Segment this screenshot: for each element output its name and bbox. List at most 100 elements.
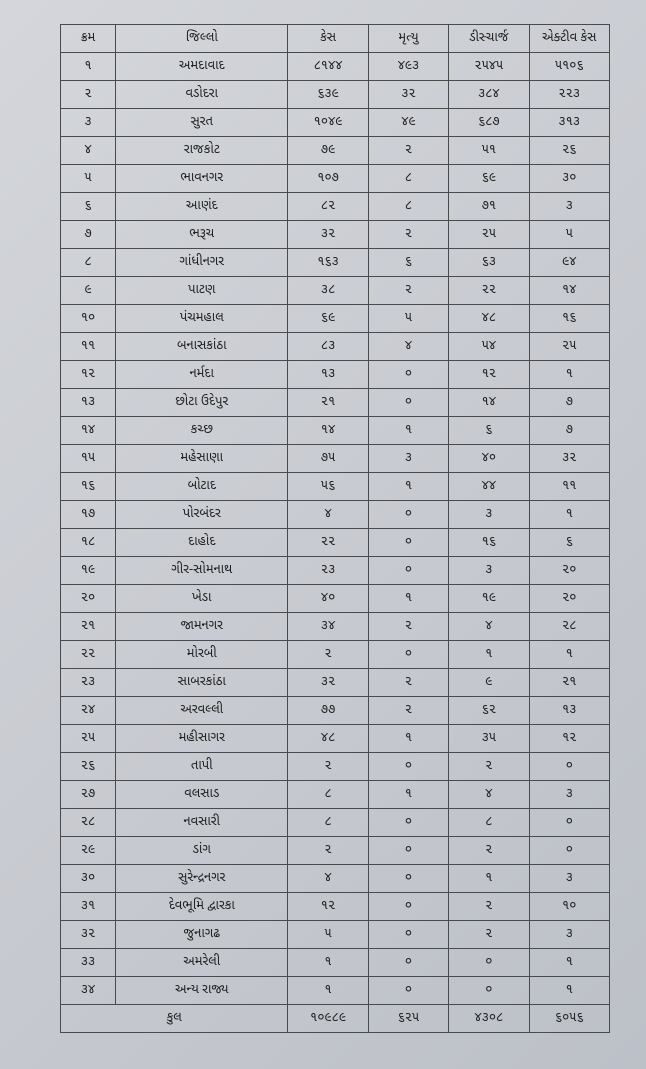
table-row: ૧૩છોટા ઉદેપુર૨૧૦૧૪૭ (61, 389, 610, 417)
cell-district: છોટા ઉદેપુર (116, 389, 288, 417)
cell-value: ૩ (529, 921, 609, 949)
cell-district: અમદાવાદ (116, 53, 288, 81)
cell-value: ૪૯૩ (368, 53, 448, 81)
cell-value: ૨ (368, 221, 448, 249)
table-body: ૧અમદાવાદ૮૧૪૪૪૯૩૨૫૪૫૫૧૦૬૨વડોદરા૬૩૯૩૨૩૮૪૨૨… (61, 53, 610, 1005)
cell-sr: ૭ (61, 221, 116, 249)
cell-value: ૧ (368, 725, 448, 753)
cell-value: ૨ (368, 137, 448, 165)
cell-district: રાજકોટ (116, 137, 288, 165)
col-active: એક્ટીવ કેસ (529, 25, 609, 53)
cell-district: સુરત (116, 109, 288, 137)
cell-value: ૧૨ (449, 361, 529, 389)
cell-value: ૧૩ (288, 361, 368, 389)
cell-value: ૯ (449, 669, 529, 697)
cell-value: ૪૪ (449, 473, 529, 501)
cell-value: ૨૨ (288, 529, 368, 557)
cell-value: ૧ (288, 949, 368, 977)
cell-sr: ૨૫ (61, 725, 116, 753)
cell-sr: ૩૪ (61, 977, 116, 1005)
cell-value: ૬ (529, 529, 609, 557)
cell-district: ખેડા (116, 585, 288, 613)
cell-value: ૧૯ (449, 585, 529, 613)
cell-value: ૩૨ (288, 221, 368, 249)
cell-value: ૮૩ (288, 333, 368, 361)
cell-district: વડોદરા (116, 81, 288, 109)
cell-sr: ૨૧ (61, 613, 116, 641)
cell-value: ૫૧૦૬ (529, 53, 609, 81)
cell-value: ૮ (288, 809, 368, 837)
cell-value: ૪ (288, 501, 368, 529)
cell-value: ૪ (288, 865, 368, 893)
cell-value: ૧ (288, 977, 368, 1005)
cell-district: ભરૂચ (116, 221, 288, 249)
cell-sr: ૧૬ (61, 473, 116, 501)
cell-value: ૧૧ (529, 473, 609, 501)
cell-value: ૫૧ (449, 137, 529, 165)
table-row: ૧૯ગીર-સોમનાથ૨૩૦૩૨૦ (61, 557, 610, 585)
cell-value: ૨ (368, 277, 448, 305)
cell-district: જુનાગઢ (116, 921, 288, 949)
cell-value: ૨ (368, 669, 448, 697)
cell-sr: ૧૪ (61, 417, 116, 445)
table-footer: કુલ ૧૦૯૮૯ ૬૨૫ ૪૩૦૮ ૬૦૫૬ (61, 1005, 610, 1033)
cell-sr: ૨૨ (61, 641, 116, 669)
cell-district: નવસારી (116, 809, 288, 837)
cell-value: ૨૩ (288, 557, 368, 585)
cell-value: ૭૭ (288, 697, 368, 725)
cell-value: ૩૪ (288, 613, 368, 641)
cell-value: ૩૫ (449, 725, 529, 753)
table-row: ૧૬બોટાદ૫૬૧૪૪૧૧ (61, 473, 610, 501)
cell-value: ૬ (449, 417, 529, 445)
table-row: ૧૪કચ્છ૧૪૧૬૭ (61, 417, 610, 445)
cell-value: ૦ (368, 501, 448, 529)
cell-value: ૨૮ (529, 613, 609, 641)
table-row: ૮ગાંધીનગર૧૬૩૬૬૩૯૪ (61, 249, 610, 277)
table-row: ૨૨મોરબી૨૦૧૧ (61, 641, 610, 669)
cell-value: ૨૦ (529, 585, 609, 613)
table-row: ૧૮દાહોદ૨૨૦૧૬૬ (61, 529, 610, 557)
table-row: ૨૩સાબરકાંઠા૩૨૨૯૨૧ (61, 669, 610, 697)
cell-value: ૦ (529, 753, 609, 781)
cell-value: ૬૮૭ (449, 109, 529, 137)
cell-district: તાપી (116, 753, 288, 781)
total-row: કુલ ૧૦૯૮૯ ૬૨૫ ૪૩૦૮ ૬૦૫૬ (61, 1005, 610, 1033)
page: ક્રમ જિલ્લો કેસ મૃત્યુ ડીસ્ચાર્જ એક્ટીવ … (0, 0, 646, 1069)
col-discharge: ડીસ્ચાર્જ (449, 25, 529, 53)
table-header: ક્રમ જિલ્લો કેસ મૃત્યુ ડીસ્ચાર્જ એક્ટીવ … (61, 25, 610, 53)
table-row: ૧૧બનાસકાંઠા૮૩૪૫૪૨૫ (61, 333, 610, 361)
total-label: કુલ (61, 1005, 288, 1033)
cell-district: મોરબી (116, 641, 288, 669)
cell-sr: ૮ (61, 249, 116, 277)
cell-sr: ૩૦ (61, 865, 116, 893)
cell-value: ૦ (449, 949, 529, 977)
cell-value: ૦ (368, 977, 448, 1005)
cell-value: ૦ (368, 949, 448, 977)
cell-value: ૧ (368, 417, 448, 445)
cell-district: પંચમહાલ (116, 305, 288, 333)
cell-district: પાટણ (116, 277, 288, 305)
cell-sr: ૧૩ (61, 389, 116, 417)
table-row: ૭ભરૂચ૩૨૨૨૫૫ (61, 221, 610, 249)
cell-sr: ૩૩ (61, 949, 116, 977)
cell-district: દેવભૂમિ દ્વારકા (116, 893, 288, 921)
cell-value: ૨ (368, 613, 448, 641)
cell-value: ૨૧ (529, 669, 609, 697)
cell-value: ૧૪ (529, 277, 609, 305)
table-row: ૨૫મહીસાગર૪૮૧૩૫૧૨ (61, 725, 610, 753)
cell-value: ૨ (368, 697, 448, 725)
cell-value: ૦ (368, 865, 448, 893)
cell-value: ૦ (449, 977, 529, 1005)
cell-value: ૧૦૪૯ (288, 109, 368, 137)
cell-district: પોરબંદર (116, 501, 288, 529)
cell-sr: ૧ (61, 53, 116, 81)
cell-district: બોટાદ (116, 473, 288, 501)
cell-district: ડાંગ (116, 837, 288, 865)
cell-value: ૧ (529, 949, 609, 977)
total-cases: ૧૦૯૮૯ (288, 1005, 368, 1033)
table-row: ૧અમદાવાદ૮૧૪૪૪૯૩૨૫૪૫૫૧૦૬ (61, 53, 610, 81)
cell-district: નર્મદા (116, 361, 288, 389)
cell-value: ૩ (529, 193, 609, 221)
cell-value: ૧ (368, 473, 448, 501)
cell-value: ૮૧૪૪ (288, 53, 368, 81)
